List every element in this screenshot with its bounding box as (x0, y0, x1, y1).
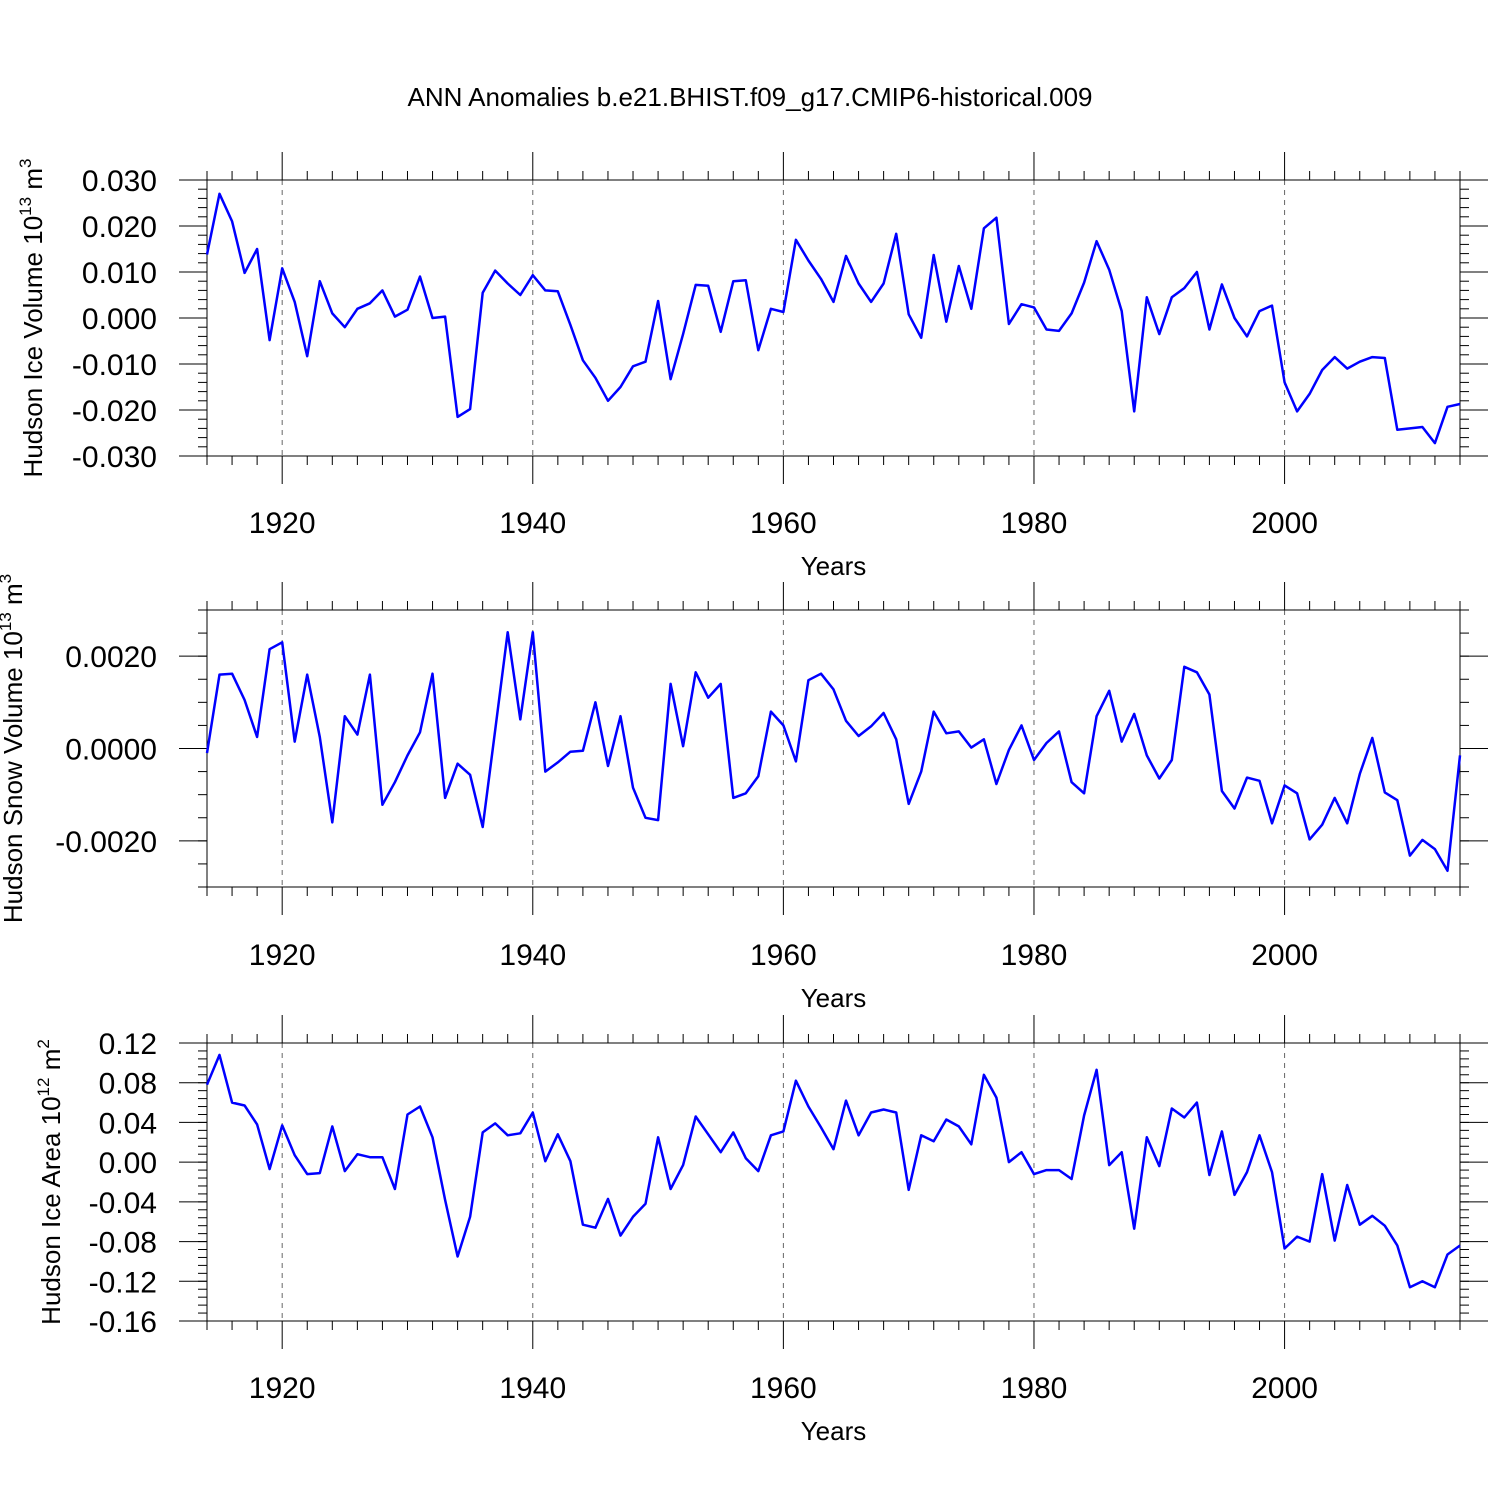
snow-volume-plot-frame (206, 609, 1461, 888)
ice-area-x-axis-label: Years (801, 1416, 867, 1446)
ice-volume-y-tick-label: -0.020 (72, 395, 157, 428)
snow-volume-y-tick-label: 0.0020 (65, 641, 157, 674)
ice-area-y-tick-label: -0.04 (89, 1187, 157, 1220)
ice-area-y-tick-label: 0.00 (99, 1147, 157, 1180)
ice-volume-y-tick-label: -0.030 (72, 441, 157, 474)
ice-volume-y-tick-label: 0.030 (82, 165, 157, 198)
ice-area-y-tick-label: 0.12 (99, 1028, 157, 1061)
ice-volume-x-axis-label: Years (801, 551, 867, 581)
ice-volume-series-line (205, 192, 1461, 445)
snow-volume-x-tick-label: 1920 (249, 939, 316, 972)
ice-volume-y-tick-label: 0.010 (82, 257, 157, 290)
ice-volume-x-tick-label: 1960 (750, 507, 817, 540)
snow-volume-panel: 1920 1940 1960 1980 2000 -0.0020 0.0000 0.0020 Y… (0, 574, 1488, 1013)
ice-volume-panel: 1920 1940 1960 1980 2000 -0.030 -0.020 -0.010 0.… (16, 152, 1488, 581)
ice-volume-x-tick-label: 2000 (1251, 507, 1318, 540)
ice-area-x-tick-label: 2000 (1251, 1372, 1318, 1405)
ice-volume-x-tick-label: 1980 (1001, 507, 1068, 540)
ice-area-x-tick-label: 1920 (249, 1372, 316, 1405)
chart-title: ANN Anomalies b.e21.BHIST.f09_g17.CMIP6-… (407, 82, 1092, 112)
ice-area-y-tick-label: -0.16 (89, 1306, 157, 1339)
ice-volume-y-tick-label: 0.000 (82, 303, 157, 336)
ice-area-y-axis-label: Hudson Ice Area 1012 m2 (34, 1039, 66, 1325)
ice-volume-x-tick-label: 1920 (249, 507, 316, 540)
ice-area-x-tick-label: 1940 (499, 1372, 566, 1405)
ice-area-panel: 1920 1940 1960 1980 2000 -0.16 -0.12 -0.08 -0.04… (34, 1015, 1488, 1446)
ice-area-x-tick-label: 1960 (750, 1372, 817, 1405)
ice-area-y-tick-label: -0.08 (89, 1227, 157, 1260)
snow-volume-x-axis-label: Years (801, 983, 867, 1013)
snow-volume-series-line (205, 630, 1462, 873)
snow-volume-x-tick-label: 2000 (1251, 939, 1318, 972)
snow-volume-y-axis-label: Hudson Snow Volume 1013 m3 (0, 574, 28, 923)
ice-area-plot-frame (206, 1042, 1461, 1322)
ice-area-series-line (205, 1053, 1461, 1289)
ice-volume-plot-frame (206, 179, 1461, 457)
ice-volume-y-axis-label: Hudson Ice Volume 1013 m3 (16, 159, 48, 478)
snow-volume-x-tick-label: 1960 (750, 939, 817, 972)
snow-volume-x-tick-label: 1940 (499, 939, 566, 972)
ice-area-y-tick-label: 0.04 (99, 1107, 157, 1140)
ice-area-x-tick-label: 1980 (1001, 1372, 1068, 1405)
snow-volume-y-tick-label: 0.0000 (65, 734, 157, 767)
ice-volume-y-tick-label: -0.010 (72, 349, 157, 382)
ice-volume-x-tick-label: 1940 (499, 507, 566, 540)
snow-volume-y-tick-label: -0.0020 (55, 826, 157, 859)
snow-volume-x-tick-label: 1980 (1001, 939, 1068, 972)
ice-volume-y-tick-label: 0.020 (82, 211, 157, 244)
ice-area-y-tick-label: 0.08 (99, 1068, 157, 1101)
ice-area-y-tick-label: -0.12 (89, 1266, 157, 1299)
